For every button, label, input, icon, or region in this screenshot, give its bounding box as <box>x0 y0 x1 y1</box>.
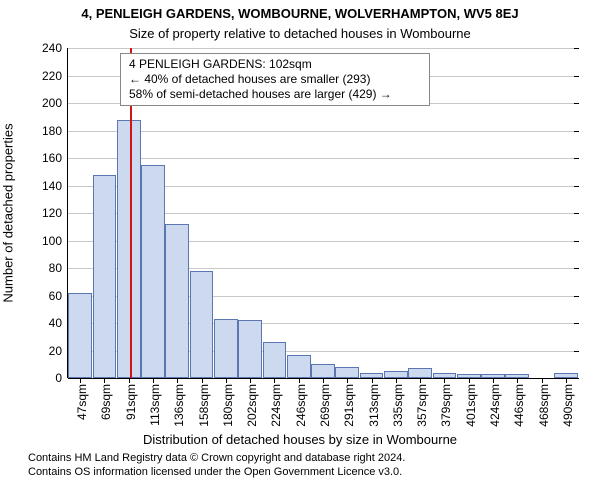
y-tick-label: 240 <box>42 41 68 55</box>
page-subtitle: Size of property relative to detached ho… <box>0 26 600 41</box>
y-tick-mark <box>574 296 579 297</box>
credits-line: Contains HM Land Registry data © Crown c… <box>28 452 590 466</box>
annotation-line: ← 40% of detached houses are smaller (29… <box>129 72 421 87</box>
y-axis-label: Number of detached properties <box>1 123 16 302</box>
y-tick-mark <box>574 213 579 214</box>
y-tick-mark <box>574 158 579 159</box>
y-tick-label: 20 <box>49 344 68 358</box>
y-tick-label: 220 <box>42 69 68 83</box>
y-tick-label: 40 <box>49 316 68 330</box>
grid-line <box>68 48 578 49</box>
annotation-line: 58% of semi-detached houses are larger (… <box>129 87 421 102</box>
y-tick-label: 80 <box>49 261 68 275</box>
histogram-bar <box>117 120 141 379</box>
y-tick-mark <box>574 268 579 269</box>
x-tick-label: 490sqm <box>566 337 580 384</box>
x-axis-label: Distribution of detached houses by size … <box>0 432 600 447</box>
annotation-box: 4 PENLEIGH GARDENS: 102sqm ← 40% of deta… <box>120 53 430 106</box>
y-tick-label: 60 <box>49 289 68 303</box>
y-tick-mark <box>574 186 579 187</box>
y-tick-mark <box>574 48 579 49</box>
y-tick-mark <box>574 241 579 242</box>
chart-container: 4, PENLEIGH GARDENS, WOMBOURNE, WOLVERHA… <box>0 0 600 500</box>
annotation-line: 4 PENLEIGH GARDENS: 102sqm <box>129 57 421 72</box>
x-tick-label: 446sqm <box>517 337 531 384</box>
y-tick-label: 120 <box>42 206 68 220</box>
y-tick-label: 0 <box>55 371 68 385</box>
y-tick-mark <box>574 76 579 77</box>
credits-line: Contains OS information licensed under t… <box>28 466 590 480</box>
page-title: 4, PENLEIGH GARDENS, WOMBOURNE, WOLVERHA… <box>0 6 600 21</box>
grid-line <box>68 158 578 159</box>
credits: Contains HM Land Registry data © Crown c… <box>0 452 600 486</box>
y-tick-mark <box>574 131 579 132</box>
y-tick-label: 100 <box>42 234 68 248</box>
y-tick-label: 160 <box>42 151 68 165</box>
y-tick-label: 200 <box>42 96 68 110</box>
grid-line <box>68 131 578 132</box>
y-tick-label: 180 <box>42 124 68 138</box>
y-tick-mark <box>574 323 579 324</box>
y-tick-label: 140 <box>42 179 68 193</box>
y-tick-mark <box>574 103 579 104</box>
